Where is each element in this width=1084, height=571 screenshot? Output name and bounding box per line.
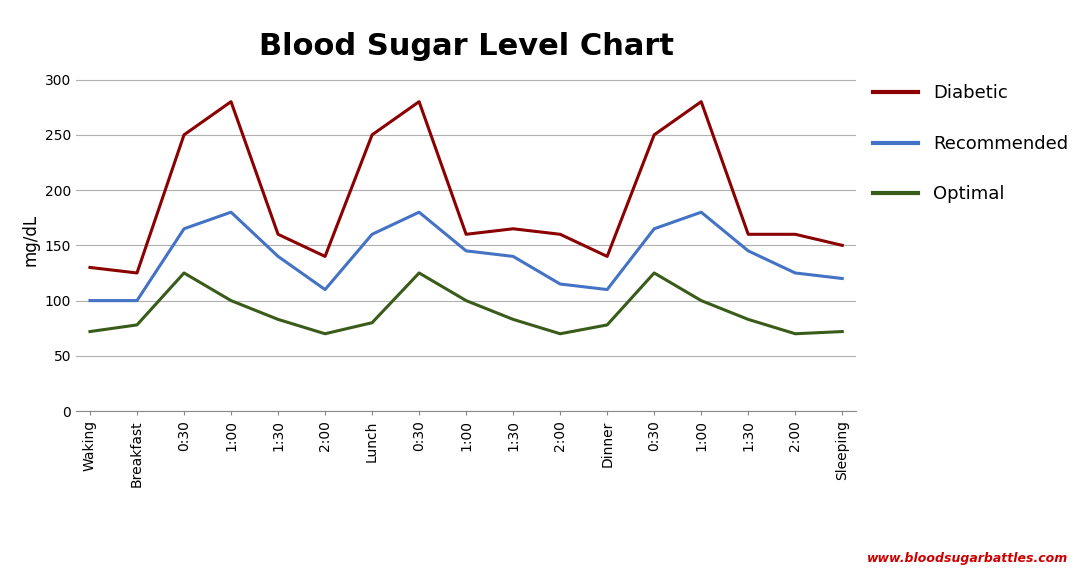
Diabetic (130, 270, 143, 276)
Recommended (413, 209, 426, 216)
Diabetic (224, 98, 237, 105)
Diabetic (789, 231, 802, 238)
Diabetic (365, 131, 378, 138)
Diabetic (695, 98, 708, 105)
Diabetic (647, 131, 660, 138)
Recommended (836, 275, 849, 282)
Diabetic (741, 231, 754, 238)
Optimal (554, 331, 567, 337)
Recommended (506, 253, 519, 260)
Recommended (601, 286, 614, 293)
Title: Blood Sugar Level Chart: Blood Sugar Level Chart (259, 31, 673, 61)
Diabetic (178, 131, 191, 138)
Optimal (601, 321, 614, 328)
Recommended (647, 226, 660, 232)
Y-axis label: mg/dL: mg/dL (21, 214, 39, 266)
Optimal (413, 270, 426, 276)
Recommended (272, 253, 285, 260)
Recommended (130, 297, 143, 304)
Recommended (741, 247, 754, 254)
Optimal (460, 297, 473, 304)
Optimal (319, 331, 332, 337)
Optimal (178, 270, 191, 276)
Diabetic (413, 98, 426, 105)
Optimal (695, 297, 708, 304)
Diabetic (601, 253, 614, 260)
Recommended (789, 270, 802, 276)
Optimal (741, 316, 754, 323)
Line: Diabetic: Diabetic (90, 102, 842, 273)
Optimal (224, 297, 237, 304)
Recommended (178, 226, 191, 232)
Diabetic (836, 242, 849, 249)
Diabetic (272, 231, 285, 238)
Optimal (365, 319, 378, 326)
Recommended (695, 209, 708, 216)
Recommended (554, 280, 567, 287)
Diabetic (506, 226, 519, 232)
Optimal (272, 316, 285, 323)
Line: Optimal: Optimal (90, 273, 842, 334)
Recommended (365, 231, 378, 238)
Diabetic (554, 231, 567, 238)
Optimal (83, 328, 96, 335)
Optimal (506, 316, 519, 323)
Optimal (130, 321, 143, 328)
Optimal (836, 328, 849, 335)
Diabetic (319, 253, 332, 260)
Text: www.bloodsugarbattles.com: www.bloodsugarbattles.com (866, 552, 1068, 565)
Legend: Diabetic, Recommended, Optimal: Diabetic, Recommended, Optimal (874, 85, 1068, 203)
Recommended (460, 247, 473, 254)
Recommended (224, 209, 237, 216)
Optimal (789, 331, 802, 337)
Diabetic (460, 231, 473, 238)
Diabetic (83, 264, 96, 271)
Optimal (647, 270, 660, 276)
Recommended (83, 297, 96, 304)
Line: Recommended: Recommended (90, 212, 842, 300)
Recommended (319, 286, 332, 293)
